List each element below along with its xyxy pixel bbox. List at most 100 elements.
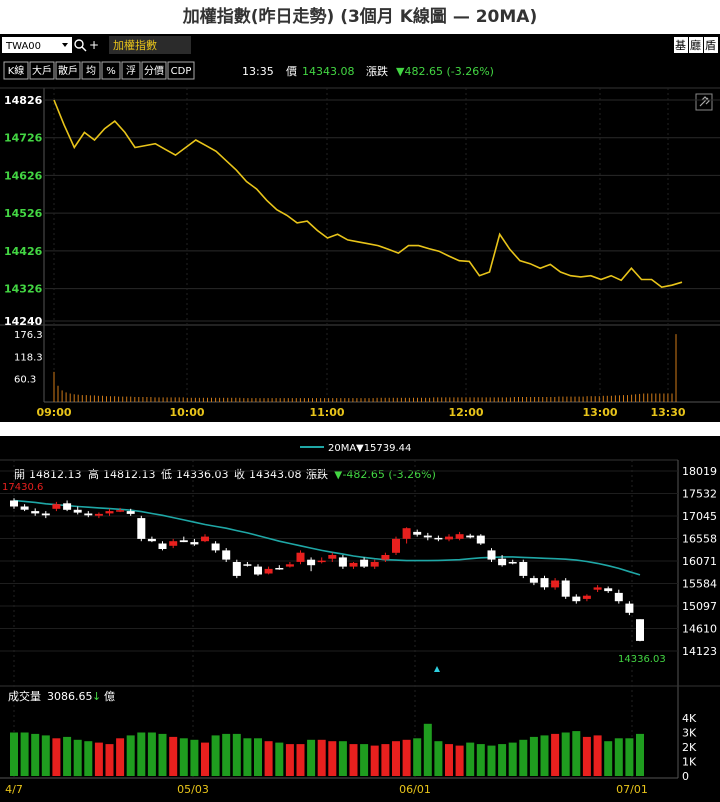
add-icon[interactable]: + bbox=[89, 38, 99, 52]
ma-legend-label: 20MA bbox=[328, 443, 356, 454]
search-icon[interactable] bbox=[74, 39, 84, 49]
x-tick-label: 06/01 bbox=[399, 783, 431, 796]
intraday-chart: TWA00 + 加權指數 基廳盾 K線 大戶 散戶均% 浮分價 CDP 13:35 價 … bbox=[0, 36, 720, 419]
close-label: 收 bbox=[234, 467, 245, 481]
volume-bar bbox=[116, 738, 125, 776]
candle-body bbox=[498, 558, 507, 566]
right-button-label: 盾 bbox=[705, 39, 716, 52]
y-tick-label: 14240 bbox=[4, 315, 43, 328]
y-tick-label: 16558 bbox=[682, 533, 717, 546]
low-value: 14336.03 bbox=[176, 468, 229, 481]
volume-bar bbox=[41, 735, 50, 776]
y-tick-label: 17532 bbox=[682, 488, 717, 501]
toolbar-button-label: 散戶 bbox=[58, 64, 78, 77]
candle-body bbox=[529, 578, 538, 583]
candle-body bbox=[254, 566, 262, 575]
candle-body bbox=[466, 535, 475, 538]
candle-body bbox=[381, 555, 390, 560]
candle-body bbox=[116, 510, 125, 512]
volume-bar bbox=[423, 723, 432, 776]
candle-body bbox=[338, 557, 347, 567]
candle-body bbox=[84, 513, 93, 516]
y-tick-label: 14610 bbox=[682, 623, 717, 636]
candle-body bbox=[296, 552, 305, 562]
down-arrow-icon: ↓ bbox=[92, 690, 101, 703]
volume-bar bbox=[243, 738, 252, 776]
candle-body bbox=[349, 562, 358, 567]
volume-bar bbox=[636, 733, 644, 776]
volume-bar bbox=[487, 745, 496, 776]
candle-body bbox=[31, 511, 40, 514]
toolbar-button[interactable] bbox=[55, 61, 81, 80]
candle-body bbox=[285, 564, 294, 567]
x-tick-label: 4/7 bbox=[5, 783, 23, 796]
x-tick-label: 13:00 bbox=[582, 406, 617, 419]
toolbar-button-label: % bbox=[106, 66, 116, 77]
toolbar-button[interactable] bbox=[167, 61, 195, 80]
x-tick-label: 10:00 bbox=[169, 406, 204, 419]
volume-bar bbox=[307, 739, 316, 777]
toolbar-button[interactable] bbox=[141, 61, 167, 80]
symbol-value: TWA00 bbox=[5, 41, 41, 52]
y-tick-label: 16071 bbox=[682, 555, 717, 568]
candle-body bbox=[434, 537, 443, 540]
volume-bar bbox=[84, 741, 93, 776]
chevron-down-icon[interactable] bbox=[62, 43, 68, 47]
y-tick-label: 14526 bbox=[4, 207, 43, 220]
right-button[interactable] bbox=[689, 37, 703, 53]
candle-body bbox=[508, 562, 517, 564]
volume-bar bbox=[275, 742, 284, 776]
triangle-marker-icon bbox=[434, 666, 440, 672]
ma-line bbox=[13, 499, 641, 576]
candle-body bbox=[423, 535, 432, 538]
volume-bar bbox=[73, 739, 82, 777]
volume-bar bbox=[381, 744, 390, 776]
candle-body bbox=[10, 500, 18, 507]
candle-body bbox=[20, 506, 29, 510]
y-tick-label: 14123 bbox=[682, 645, 717, 658]
candle-body bbox=[582, 595, 591, 599]
volume-bar bbox=[445, 744, 453, 776]
toolbar-button[interactable] bbox=[3, 61, 29, 80]
right-button-label: 廳 bbox=[690, 38, 701, 52]
candle-body bbox=[625, 603, 634, 613]
toolbar-button[interactable] bbox=[29, 61, 55, 80]
right-button[interactable] bbox=[674, 37, 688, 53]
volume-bar bbox=[317, 739, 326, 777]
volume-bar bbox=[190, 739, 199, 777]
toolbar-button-label: 大戶 bbox=[32, 64, 52, 77]
symbol-input[interactable] bbox=[2, 37, 72, 53]
volume-bar bbox=[540, 735, 549, 776]
volume-bar bbox=[126, 735, 135, 776]
high-marker: 17430.6 bbox=[2, 482, 43, 493]
intraday-panel: TWA00 + 加權指數 基廳盾 K線 大戶 散戶均% 浮分價 CDP 13:35 價 … bbox=[0, 34, 720, 422]
candlestick-chart: 20MA ▼15739.44 開 14812.13 高 14812.13 低 1… bbox=[0, 443, 720, 796]
right-button[interactable] bbox=[704, 37, 718, 53]
ma-legend-value: ▼15739.44 bbox=[356, 443, 411, 454]
change-label: 漲跌 bbox=[306, 467, 328, 481]
x-tick-label: 13:30 bbox=[650, 406, 685, 419]
page-title: 加權指數(昨日走勢) (3個月 K線圖 — 20MA) bbox=[182, 7, 538, 27]
volume-bar bbox=[232, 733, 241, 776]
candle-body bbox=[307, 559, 316, 566]
volume-bar bbox=[519, 739, 528, 777]
candle-body bbox=[105, 511, 114, 514]
search-icon-handle bbox=[81, 46, 87, 52]
candle-body bbox=[52, 504, 61, 509]
candle-body bbox=[370, 562, 379, 567]
volume-bar bbox=[211, 735, 220, 776]
toolbar-button[interactable] bbox=[121, 61, 141, 80]
volume-bar bbox=[158, 733, 167, 776]
volume-bar bbox=[296, 744, 305, 776]
volume-bar bbox=[254, 738, 262, 776]
link-icon[interactable] bbox=[695, 93, 713, 111]
toolbar-button-label: 均 bbox=[86, 65, 96, 77]
candle-body bbox=[328, 555, 337, 559]
volume-bar bbox=[264, 741, 273, 776]
volume-label: 成交量 bbox=[8, 689, 41, 703]
volume-y-tick-label: 1K bbox=[682, 756, 697, 769]
toolbar-button[interactable] bbox=[81, 61, 101, 80]
candle-body bbox=[636, 619, 644, 641]
toolbar-button[interactable] bbox=[101, 61, 121, 80]
volume-bar bbox=[105, 744, 114, 776]
